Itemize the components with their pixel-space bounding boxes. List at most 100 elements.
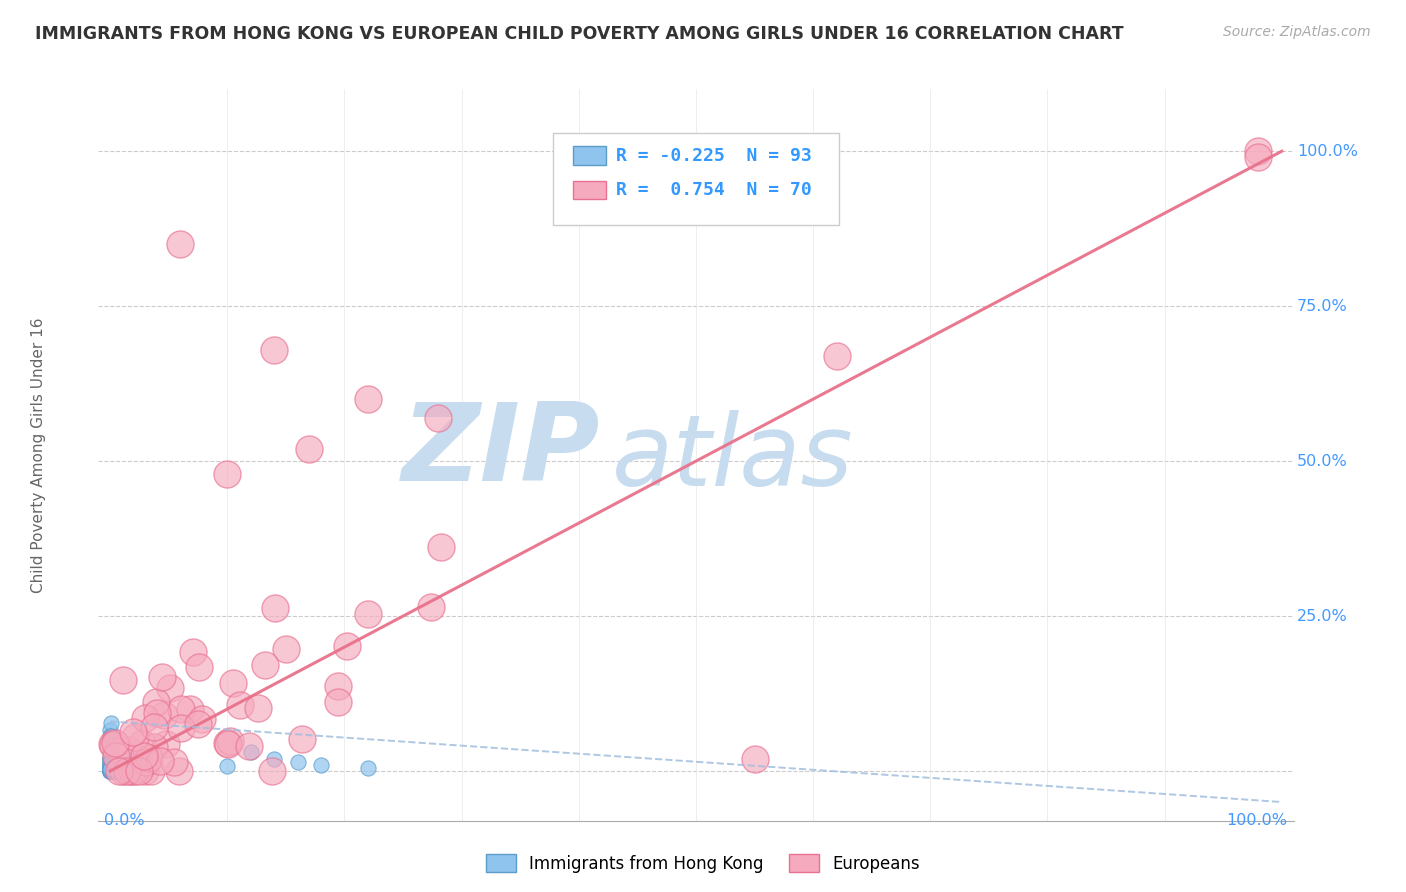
- Point: [222, 676, 245, 690]
- Point: [101, 764, 124, 778]
- Point: [239, 746, 262, 760]
- Point: [124, 764, 146, 778]
- Point: [115, 752, 138, 766]
- Point: [287, 755, 309, 769]
- Point: [101, 759, 124, 773]
- Point: [145, 695, 167, 709]
- Point: [100, 761, 122, 775]
- Point: [142, 739, 165, 754]
- Point: [98, 759, 121, 773]
- Point: [111, 764, 134, 778]
- Point: [100, 764, 122, 778]
- Point: [103, 756, 125, 770]
- Point: [163, 755, 186, 769]
- Point: [146, 706, 169, 721]
- Point: [100, 760, 122, 774]
- Point: [138, 751, 160, 765]
- Point: [98, 729, 121, 743]
- Point: [101, 756, 124, 771]
- Point: [101, 733, 124, 747]
- Point: [100, 764, 122, 778]
- Point: [179, 701, 201, 715]
- Point: [100, 742, 122, 756]
- Point: [104, 764, 127, 778]
- Point: [100, 758, 122, 772]
- Point: [121, 762, 143, 776]
- Point: [309, 757, 332, 772]
- Point: [98, 764, 121, 778]
- Point: [118, 743, 141, 757]
- Point: [263, 752, 285, 766]
- Point: [100, 764, 122, 778]
- Point: [357, 607, 380, 621]
- Point: [101, 739, 124, 753]
- Point: [98, 756, 121, 771]
- Point: [108, 764, 131, 778]
- Point: [101, 760, 124, 774]
- Point: [100, 735, 122, 749]
- Point: [298, 442, 321, 456]
- Point: [149, 754, 172, 768]
- Point: [98, 751, 121, 765]
- FancyBboxPatch shape: [553, 133, 839, 225]
- Point: [101, 763, 124, 777]
- Text: atlas: atlas: [613, 410, 853, 507]
- Text: Source: ZipAtlas.com: Source: ZipAtlas.com: [1223, 25, 1371, 39]
- Point: [124, 730, 146, 744]
- Text: Child Poverty Among Girls Under 16: Child Poverty Among Girls Under 16: [31, 318, 46, 592]
- Point: [132, 748, 155, 763]
- Point: [100, 764, 122, 778]
- Point: [98, 764, 121, 778]
- Point: [98, 759, 121, 773]
- Text: 25.0%: 25.0%: [1298, 608, 1348, 624]
- Point: [100, 762, 122, 776]
- Point: [100, 764, 122, 778]
- Point: [98, 761, 121, 775]
- Point: [170, 721, 193, 735]
- Point: [169, 237, 191, 252]
- Point: [104, 736, 127, 750]
- Point: [101, 763, 124, 777]
- Point: [98, 763, 121, 777]
- Point: [262, 764, 284, 778]
- Point: [744, 752, 766, 766]
- Point: [98, 756, 121, 770]
- Point: [122, 724, 145, 739]
- Bar: [572, 180, 606, 199]
- Point: [100, 764, 122, 778]
- Point: [100, 742, 122, 756]
- Point: [100, 764, 122, 778]
- Point: [357, 761, 380, 775]
- Point: [105, 764, 128, 778]
- Point: [135, 755, 157, 769]
- Point: [98, 763, 121, 777]
- Point: [98, 764, 121, 778]
- Point: [328, 695, 350, 709]
- Point: [111, 673, 134, 688]
- Text: 50.0%: 50.0%: [1298, 454, 1348, 468]
- Point: [110, 744, 132, 758]
- Point: [100, 751, 122, 765]
- Point: [98, 764, 121, 778]
- Point: [105, 760, 128, 774]
- Point: [98, 761, 121, 775]
- Point: [111, 764, 134, 778]
- Point: [107, 764, 129, 778]
- Point: [107, 760, 129, 774]
- Point: [246, 700, 269, 714]
- Point: [187, 659, 209, 673]
- Point: [100, 761, 122, 775]
- Point: [107, 764, 129, 778]
- Point: [217, 467, 239, 481]
- Point: [357, 392, 380, 406]
- Point: [219, 734, 242, 748]
- Text: 100.0%: 100.0%: [1226, 814, 1288, 828]
- Point: [101, 754, 124, 768]
- Point: [170, 702, 193, 716]
- Point: [100, 758, 122, 772]
- Point: [100, 764, 122, 778]
- Point: [264, 601, 287, 615]
- Point: [263, 343, 285, 357]
- Point: [134, 754, 156, 768]
- Point: [187, 716, 209, 731]
